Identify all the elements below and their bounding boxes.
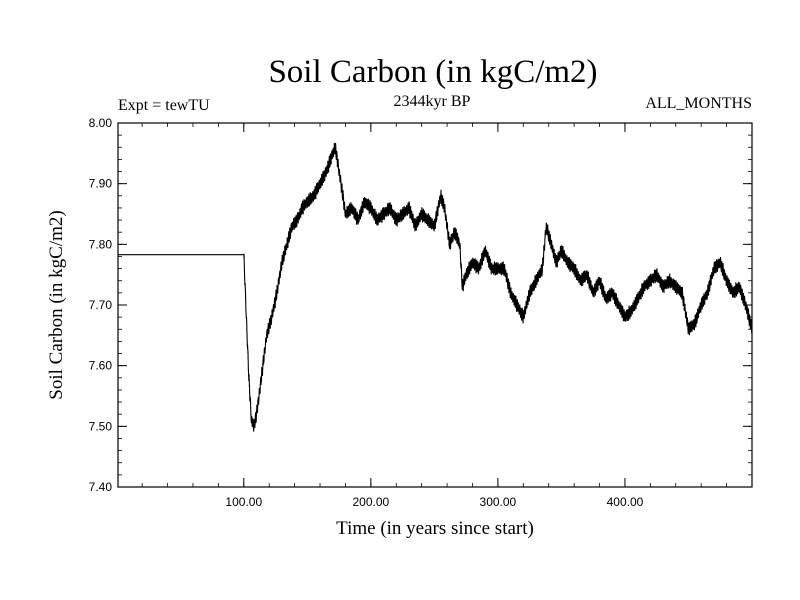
x-tick-label: 300.00: [480, 495, 517, 509]
chart-title: Soil Carbon (in kgC/m2): [268, 54, 597, 90]
axis-ticks: 7.40 7.50 7.60 7.70 7.80 7.90 8.00 100.00 200.00…: [89, 116, 752, 509]
y-tick-label: 7.80: [89, 237, 113, 251]
y-tick-label: 7.70: [89, 298, 113, 312]
x-axis-label: Time (in years since start): [336, 518, 534, 539]
y-tick-label: 7.60: [89, 359, 113, 373]
period-label: 2344kyr BP: [394, 93, 471, 110]
months-label: ALL_MONTHS: [645, 95, 752, 112]
y-axis-label: Soil Carbon (in kgC/m2): [46, 210, 67, 399]
y-tick-label: 7.90: [89, 177, 113, 191]
x-tick-label: 200.00: [352, 495, 389, 509]
x-tick-label: 400.00: [607, 495, 644, 509]
y-tick-label: 7.40: [89, 480, 113, 494]
plot-frame: [117, 122, 753, 488]
plot-area: [118, 142, 753, 432]
y-tick-label: 7.50: [89, 419, 113, 433]
x-tick-label: 100.00: [225, 495, 262, 509]
experiment-label: Expt = tewTU: [118, 97, 210, 114]
y-tick-label: 8.00: [89, 116, 113, 130]
series-line-1: [118, 142, 753, 432]
